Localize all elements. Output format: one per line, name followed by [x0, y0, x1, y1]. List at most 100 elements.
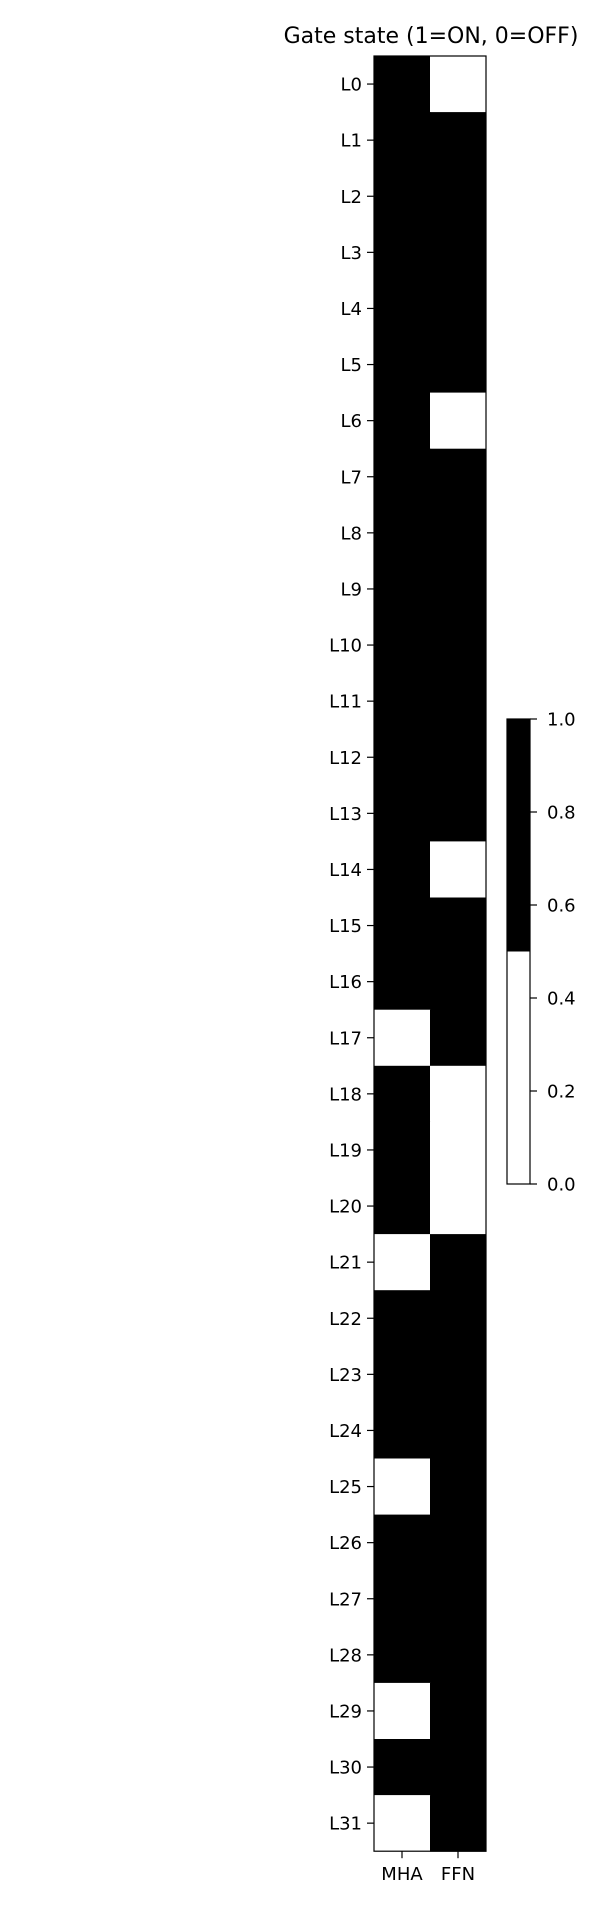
heatmap-cell	[430, 504, 487, 562]
heatmap-cell	[374, 112, 431, 169]
heatmap-cell	[430, 1065, 487, 1123]
colorbar-tick-label: 0.0	[547, 1175, 576, 1196]
y-tick-label: L17	[329, 1028, 362, 1049]
heatmap-cell	[430, 1682, 487, 1740]
heatmap-cell	[430, 1570, 487, 1628]
heatmap-cell	[374, 280, 431, 337]
y-tick-label: L18	[329, 1084, 362, 1105]
heatmap-cell	[430, 336, 487, 394]
y-tick-label: L0	[341, 75, 362, 96]
heatmap-cell	[430, 953, 487, 1011]
heatmap-cell	[374, 1795, 431, 1852]
heatmap-cell	[374, 1121, 431, 1179]
heatmap-cell	[374, 224, 431, 281]
heatmap-cell	[430, 729, 487, 786]
heatmap-cell	[374, 1739, 431, 1796]
y-tick-label: L6	[341, 411, 362, 432]
y-tick-label: L2	[341, 187, 362, 208]
y-tick-label: L9	[341, 579, 362, 600]
x-tick-label: FFN	[441, 1864, 475, 1885]
heatmap-cell	[374, 1626, 431, 1684]
heatmap-cell	[374, 841, 431, 898]
y-tick-label: L27	[329, 1589, 362, 1610]
heatmap-cell	[430, 1458, 487, 1516]
y-tick-label: L11	[329, 692, 362, 713]
heatmap-cell	[430, 897, 487, 955]
y-tick-label: L10	[329, 636, 362, 657]
heatmap-cell	[374, 560, 431, 618]
chart-title: Gate state (1=ON, 0=OFF)	[284, 24, 579, 49]
heatmap-cell	[374, 1458, 431, 1516]
heatmap-cell	[374, 1346, 431, 1403]
colorbar-tick-label: 1.0	[547, 710, 576, 731]
y-tick-label: L4	[341, 299, 362, 320]
colorbar-on-segment	[507, 719, 530, 952]
y-tick-label: L5	[341, 355, 362, 376]
colorbar-off-segment	[507, 951, 530, 1184]
y-tick-label: L16	[329, 972, 362, 993]
heatmap-cell	[430, 1121, 487, 1179]
y-tick-label: L29	[329, 1701, 362, 1722]
y-tick-label: L3	[341, 243, 362, 264]
y-tick-label: L1	[341, 131, 362, 152]
heatmap-cell	[374, 1290, 431, 1347]
heatmap-cell	[374, 448, 431, 506]
heatmap-cell	[430, 112, 487, 169]
y-tick-label: L30	[329, 1758, 362, 1779]
heatmap-cell	[430, 673, 487, 730]
heatmap-cell	[430, 1514, 487, 1572]
heatmap-cell	[430, 560, 487, 618]
heatmap-cells	[374, 56, 487, 1852]
y-tick-label: L21	[329, 1253, 362, 1274]
heatmap-cell	[374, 168, 431, 225]
colorbar: 0.0 0.2 0.4 0.6 0.8 1.0	[506, 710, 576, 1196]
y-tick-label: L20	[329, 1197, 362, 1218]
y-tick-label: L22	[329, 1309, 362, 1330]
heatmap-cell	[374, 1682, 431, 1740]
x-axis: MHA FFN	[381, 1851, 475, 1885]
y-tick-label: L14	[329, 860, 362, 881]
heatmap-cell	[374, 1402, 431, 1459]
heatmap-cell	[374, 336, 431, 394]
heatmap-cell	[430, 392, 487, 450]
heatmap-cell	[430, 1178, 487, 1235]
heatmap-cell	[430, 168, 487, 225]
heatmap-cell	[374, 1178, 431, 1235]
heatmap-cell	[374, 617, 431, 674]
y-tick-label: L12	[329, 748, 362, 769]
heatmap-cell	[430, 1234, 487, 1291]
heatmap-cell	[430, 1290, 487, 1347]
y-tick-label: L26	[329, 1533, 362, 1554]
heatmap-cell	[374, 673, 431, 730]
heatmap-cell	[374, 56, 431, 113]
y-axis: L0 L1 L2 L3 L4 L5 L6 L7 L8 L9 L10 L11 L12 L13 L14 L15 L1…	[329, 75, 374, 1835]
y-tick-label: L19	[329, 1140, 362, 1161]
y-tick-label: L15	[329, 916, 362, 937]
heatmap-cell	[374, 953, 431, 1011]
heatmap-cell	[374, 1009, 431, 1067]
plot-frame	[373, 55, 487, 1852]
heatmap-cell	[430, 56, 487, 113]
heatmap-cell	[430, 448, 487, 506]
heatmap-cell	[430, 1739, 487, 1796]
heatmap-cell	[430, 785, 487, 842]
y-tick-label: L8	[341, 523, 362, 544]
heatmap-cell	[374, 897, 431, 955]
y-tick-label: L24	[329, 1421, 362, 1442]
y-tick-label: L31	[329, 1814, 362, 1835]
heatmap-cell	[374, 1570, 431, 1628]
heatmap-cell	[430, 1626, 487, 1684]
heatmap-cell	[430, 280, 487, 337]
y-tick-label: L7	[341, 467, 362, 488]
heatmap-cell	[374, 729, 431, 786]
heatmap-cell	[374, 504, 431, 562]
colorbar-tick-label: 0.6	[547, 896, 576, 917]
heatmap-cell	[430, 224, 487, 281]
y-tick-label: L23	[329, 1365, 362, 1386]
x-tick-label: MHA	[381, 1864, 423, 1885]
heatmap-cell	[430, 1346, 487, 1403]
colorbar-tick-label: 0.2	[547, 1082, 576, 1103]
colorbar-tick-label: 0.8	[547, 803, 576, 824]
heatmap-cell	[430, 617, 487, 674]
